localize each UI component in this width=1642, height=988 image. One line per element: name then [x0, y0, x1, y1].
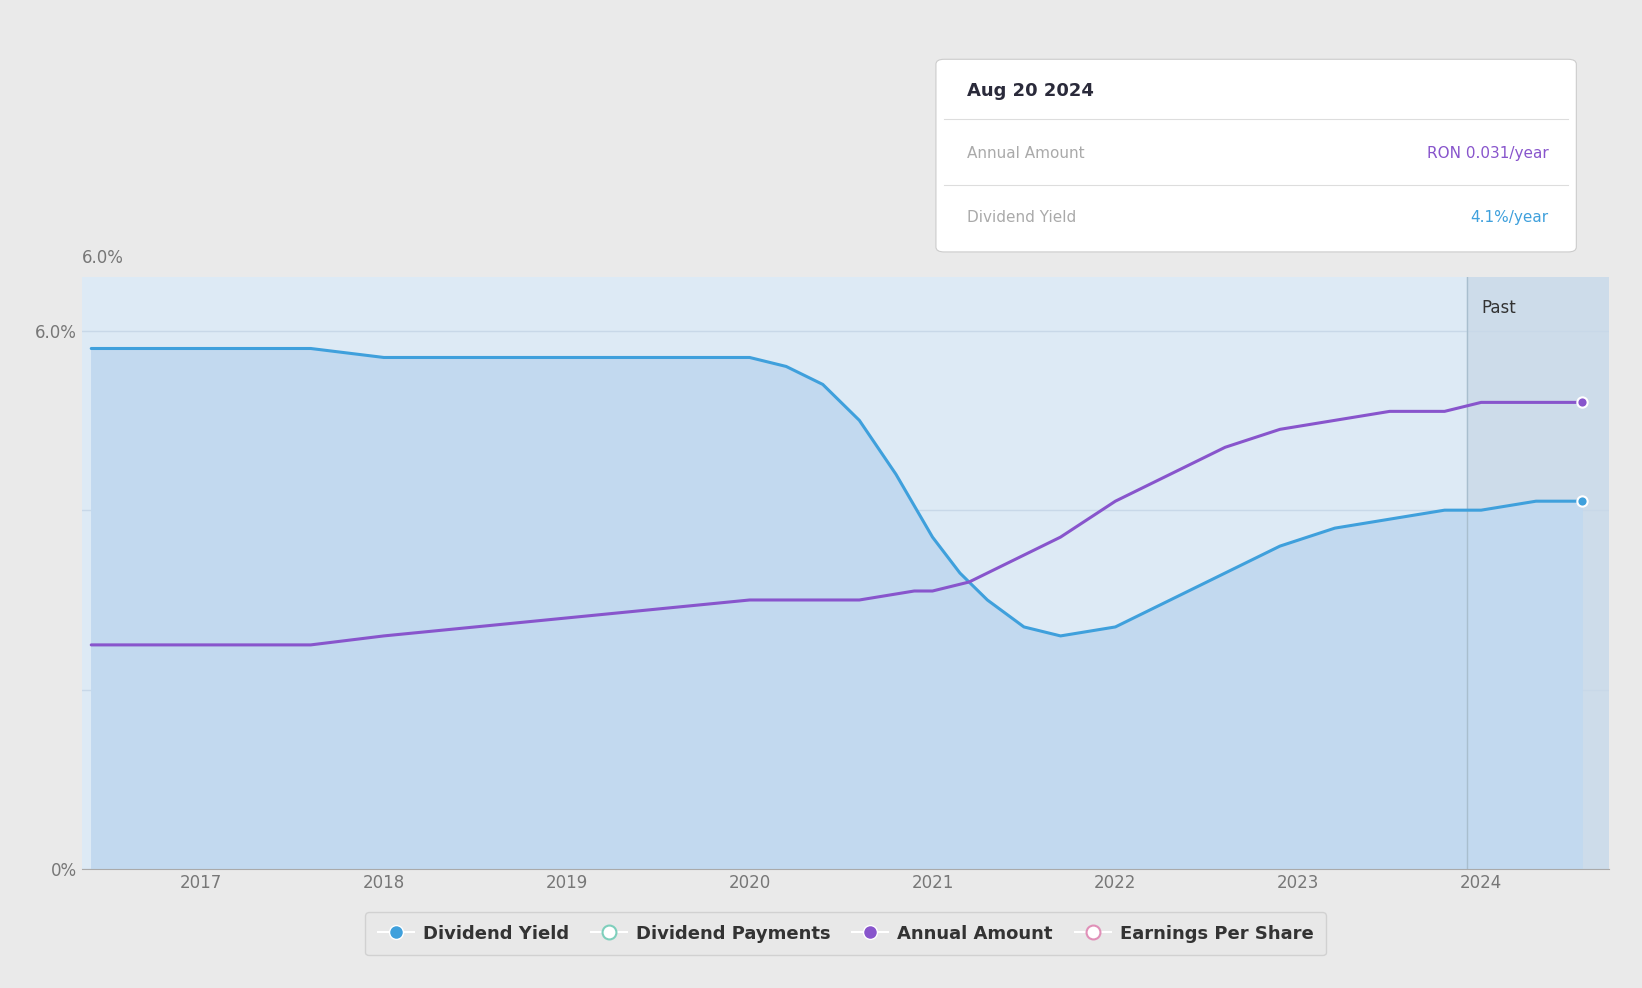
Point	[1568, 493, 1594, 509]
Text: 6.0%: 6.0%	[82, 249, 125, 267]
Text: Past: Past	[1481, 299, 1516, 317]
Text: Annual Amount: Annual Amount	[967, 145, 1085, 161]
Point	[1568, 394, 1594, 410]
Text: Aug 20 2024: Aug 20 2024	[967, 82, 1094, 100]
Legend: Dividend Yield, Dividend Payments, Annual Amount, Earnings Per Share: Dividend Yield, Dividend Payments, Annua…	[365, 912, 1327, 955]
Text: Dividend Yield: Dividend Yield	[967, 209, 1077, 225]
Text: RON 0.031/year: RON 0.031/year	[1427, 145, 1548, 161]
Text: 4.1%/year: 4.1%/year	[1470, 209, 1548, 225]
Bar	[1466, 277, 1609, 869]
